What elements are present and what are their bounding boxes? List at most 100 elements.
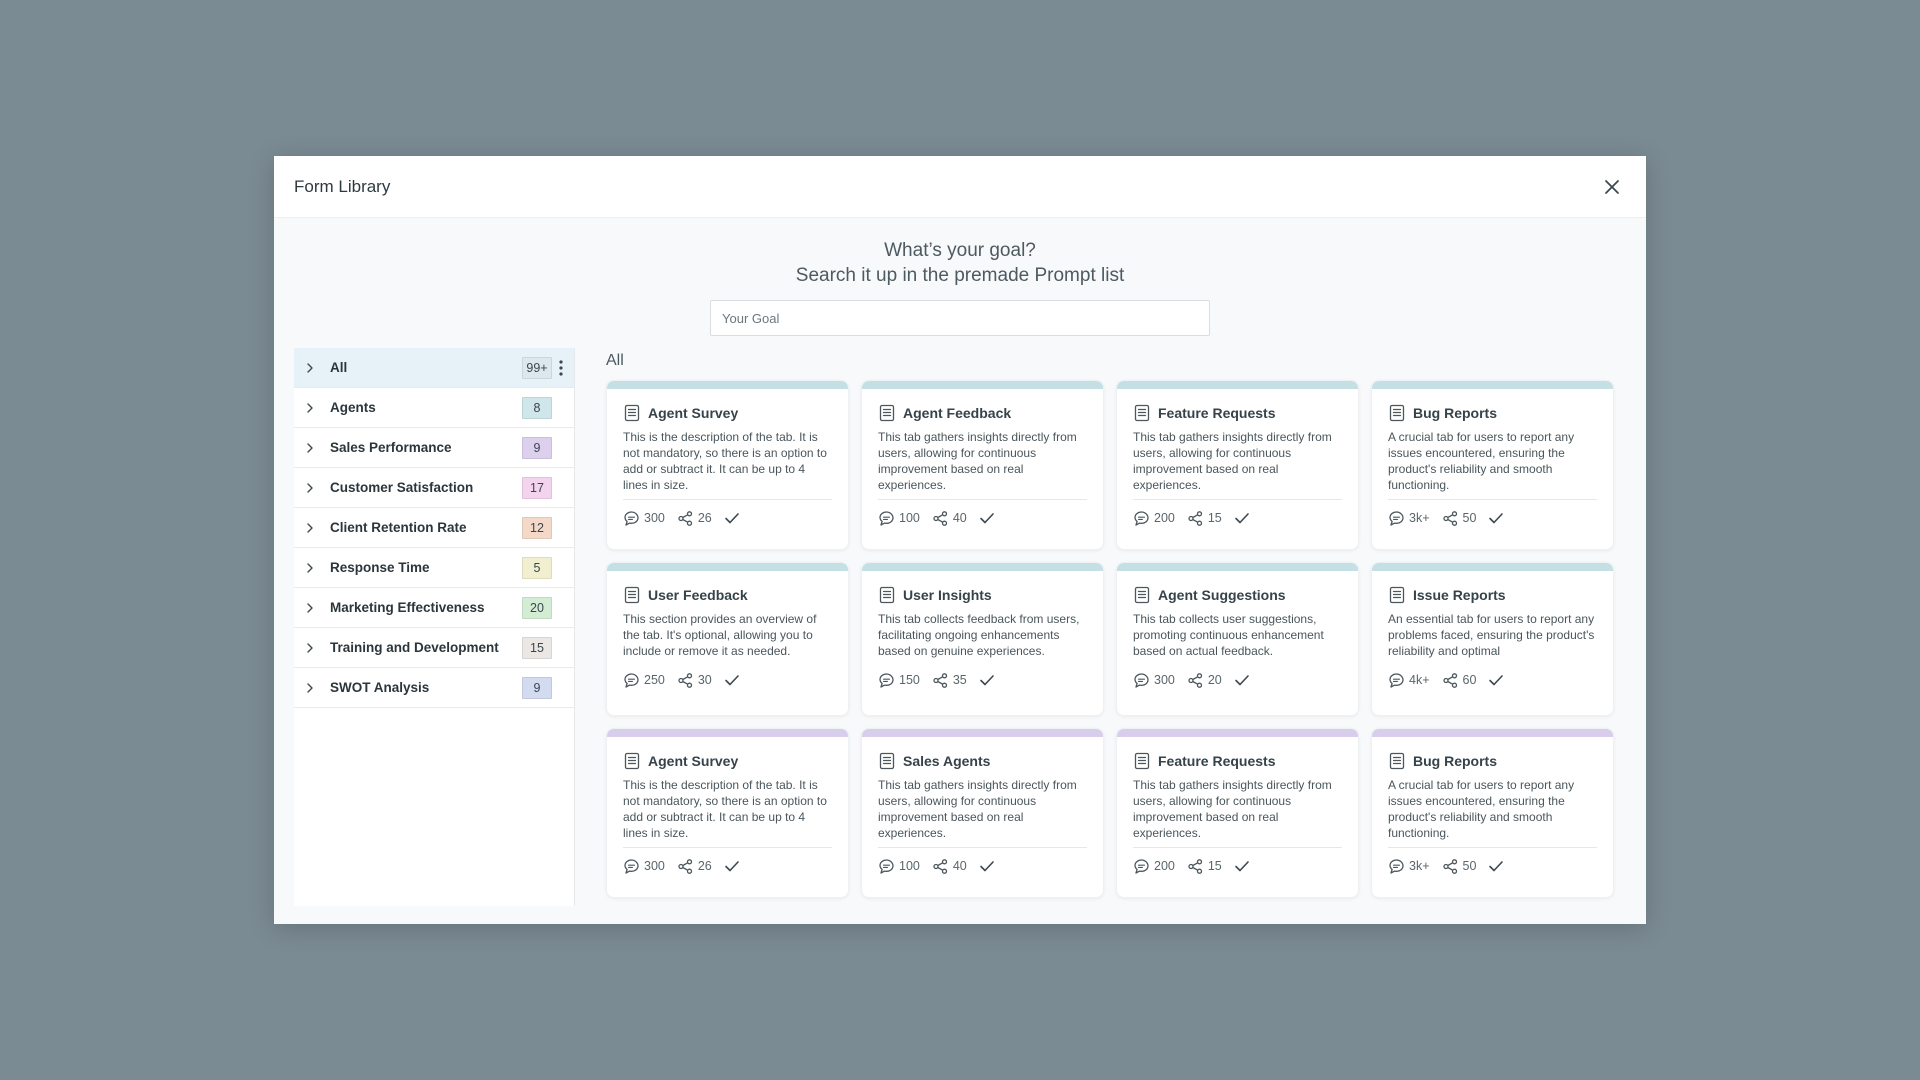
select-check-button[interactable] xyxy=(1234,858,1250,874)
comments-stat[interactable]: 100 xyxy=(878,858,920,875)
select-check-button[interactable] xyxy=(724,510,740,526)
comments-stat[interactable]: 100 xyxy=(878,510,920,527)
sidebar-item-agents[interactable]: Agents 8 xyxy=(294,388,574,428)
chevron-right-icon[interactable] xyxy=(302,520,318,536)
shares-stat[interactable]: 15 xyxy=(1187,858,1222,875)
chevron-right-icon[interactable] xyxy=(302,440,318,456)
share-icon xyxy=(677,672,698,689)
comments-stat[interactable]: 250 xyxy=(623,672,665,689)
shares-stat[interactable]: 30 xyxy=(677,672,712,689)
card-description: This tab collects user suggestions, prom… xyxy=(1133,612,1324,658)
comment-icon xyxy=(878,672,899,689)
card-title: Bug Reports xyxy=(1413,753,1497,769)
section-title: All xyxy=(606,352,624,369)
form-card[interactable]: Agent Survey This is the description of t… xyxy=(606,380,849,550)
shares-stat[interactable]: 26 xyxy=(677,510,712,527)
comments-stat[interactable]: 300 xyxy=(623,510,665,527)
more-options-icon[interactable] xyxy=(556,358,566,378)
shares-stat[interactable]: 15 xyxy=(1187,510,1222,527)
select-check-button[interactable] xyxy=(1234,510,1250,526)
form-card[interactable]: Agent Survey This is the description of t… xyxy=(606,728,849,898)
sidebar-item-sales-performance[interactable]: Sales Performance 9 xyxy=(294,428,574,468)
form-card[interactable]: Sales Agents This tab gathers insights di… xyxy=(861,728,1104,898)
shares-stat[interactable]: 40 xyxy=(932,510,967,527)
form-card[interactable]: Bug Reports A crucial tab for users to re… xyxy=(1371,380,1614,550)
chevron-right-icon[interactable] xyxy=(302,600,318,616)
document-icon xyxy=(878,752,896,770)
comments-stat[interactable]: 3k+ xyxy=(1388,510,1430,527)
form-card[interactable]: User Feedback This section provides an ov… xyxy=(606,562,849,716)
library-content: All 99+ Agents 8 Sales Performance 9 Customer … xyxy=(294,348,1646,906)
shares-stat[interactable]: 35 xyxy=(932,672,967,689)
comments-stat[interactable]: 150 xyxy=(878,672,920,689)
close-button[interactable] xyxy=(1598,173,1626,201)
card-footer: 4k+ 60 xyxy=(1388,659,1597,701)
card-footer: 150 35 xyxy=(878,659,1087,701)
select-check-button[interactable] xyxy=(979,510,995,526)
form-card[interactable]: Agent Suggestions This tab collects user … xyxy=(1116,562,1359,716)
sidebar-item-response-time[interactable]: Response Time 5 xyxy=(294,548,574,588)
goal-search-input[interactable] xyxy=(710,300,1210,336)
sidebar-item-marketing-effectiveness[interactable]: Marketing Effectiveness 20 xyxy=(294,588,574,628)
chevron-right-icon[interactable] xyxy=(302,680,318,696)
shares-stat[interactable]: 26 xyxy=(677,858,712,875)
form-card[interactable]: Feature Requests This tab gathers insight… xyxy=(1116,380,1359,550)
check-icon xyxy=(1234,672,1250,688)
form-card[interactable]: Feature Requests This tab gathers insight… xyxy=(1116,728,1359,898)
check-icon xyxy=(979,672,995,688)
card-title: User Insights xyxy=(903,587,992,603)
comments-count: 250 xyxy=(644,673,665,687)
select-check-button[interactable] xyxy=(1488,510,1504,526)
sidebar-item-label: Agents xyxy=(330,400,376,415)
shares-stat[interactable]: 20 xyxy=(1187,672,1222,689)
select-check-button[interactable] xyxy=(724,858,740,874)
form-card[interactable]: Agent Feedback This tab gathers insights … xyxy=(861,380,1104,550)
shares-count: 60 xyxy=(1462,673,1477,687)
form-card[interactable]: Bug Reports A crucial tab for users to re… xyxy=(1371,728,1614,898)
chevron-right-icon[interactable] xyxy=(302,560,318,576)
comment-icon xyxy=(878,510,899,527)
shares-stat[interactable]: 40 xyxy=(932,858,967,875)
select-check-button[interactable] xyxy=(979,858,995,874)
chevron-right-icon[interactable] xyxy=(302,640,318,656)
share-icon xyxy=(932,858,953,875)
form-card[interactable]: Issue Reports An essential tab for users … xyxy=(1371,562,1614,716)
sidebar-item-customer-satisfaction[interactable]: Customer Satisfaction 17 xyxy=(294,468,574,508)
shares-stat[interactable]: 50 xyxy=(1442,858,1476,875)
form-card[interactable]: User Insights This tab collects feedback … xyxy=(861,562,1104,716)
comments-stat[interactable]: 300 xyxy=(623,858,665,875)
shares-stat[interactable]: 60 xyxy=(1442,672,1477,689)
category-sidebar: All 99+ Agents 8 Sales Performance 9 Customer … xyxy=(294,348,575,906)
comment-icon xyxy=(1133,858,1154,875)
comment-icon xyxy=(878,858,899,875)
sidebar-item-client-retention-rate[interactable]: Client Retention Rate 12 xyxy=(294,508,574,548)
check-icon xyxy=(724,672,740,688)
select-check-button[interactable] xyxy=(1234,672,1250,688)
comments-stat[interactable]: 3k+ xyxy=(1388,858,1430,875)
select-check-button[interactable] xyxy=(724,672,740,688)
document-icon xyxy=(878,404,896,422)
card-description: This tab gathers insights directly from … xyxy=(878,430,1077,492)
chevron-right-icon[interactable] xyxy=(302,480,318,496)
sidebar-item-all[interactable]: All 99+ xyxy=(294,348,574,388)
sidebar-item-training-and-development[interactable]: Training and Development 15 xyxy=(294,628,574,668)
sidebar-item-swot-analysis[interactable]: SWOT Analysis 9 xyxy=(294,668,574,708)
chevron-right-icon[interactable] xyxy=(302,400,318,416)
card-grid-row: Agent Survey This is the description of t… xyxy=(606,728,1617,898)
card-description: This tab gathers insights directly from … xyxy=(878,778,1077,840)
comments-stat[interactable]: 200 xyxy=(1133,510,1175,527)
select-check-button[interactable] xyxy=(979,672,995,688)
share-icon xyxy=(1442,510,1463,527)
shares-stat[interactable]: 50 xyxy=(1442,510,1476,527)
select-check-button[interactable] xyxy=(1488,858,1504,874)
comments-stat[interactable]: 200 xyxy=(1133,858,1175,875)
chevron-right-icon[interactable] xyxy=(302,360,318,376)
comment-icon xyxy=(1133,510,1154,527)
comments-stat[interactable]: 4k+ xyxy=(1388,672,1430,689)
shares-count: 26 xyxy=(697,859,712,873)
select-check-button[interactable] xyxy=(1488,672,1504,688)
card-divider xyxy=(878,499,1087,500)
comments-stat[interactable]: 300 xyxy=(1133,672,1175,689)
share-icon xyxy=(1187,672,1208,689)
share-icon xyxy=(932,672,953,689)
